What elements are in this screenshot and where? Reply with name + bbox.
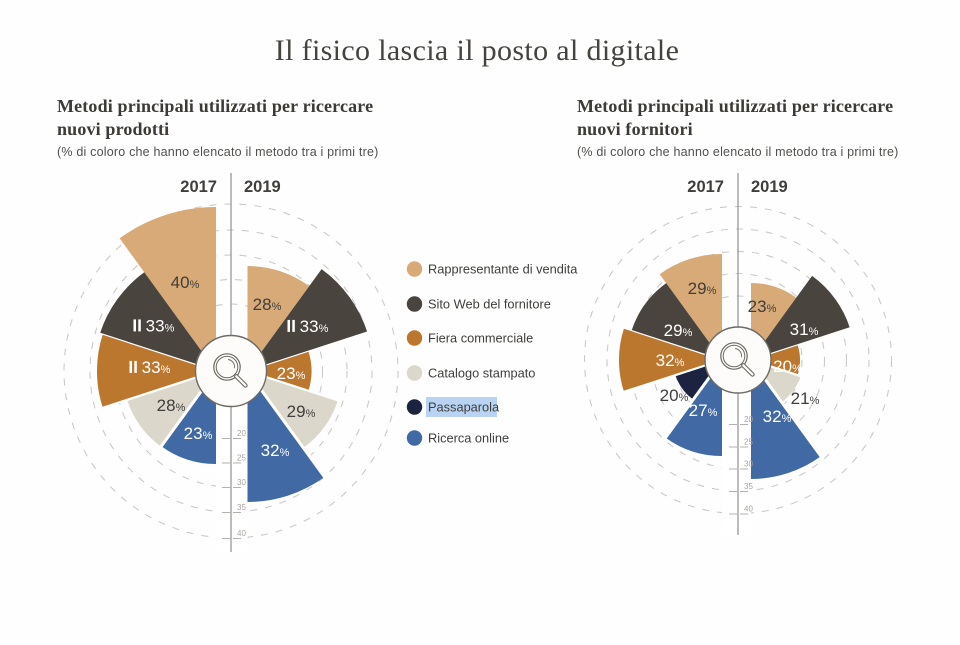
svg-text:20: 20 bbox=[744, 415, 753, 424]
svg-text:2017: 2017 bbox=[687, 178, 724, 196]
svg-text:(% di coloro che hanno elencat: (% di coloro che hanno elencato il metod… bbox=[577, 145, 898, 159]
svg-text:(% di coloro che hanno elencat: (% di coloro che hanno elencato il metod… bbox=[57, 145, 378, 159]
svg-text:40: 40 bbox=[237, 529, 246, 538]
svg-text:35: 35 bbox=[237, 503, 246, 512]
svg-text:25: 25 bbox=[744, 438, 753, 447]
svg-text:Ricerca online: Ricerca online bbox=[428, 431, 509, 446]
svg-text:Rappresentante di vendita: Rappresentante di vendita bbox=[428, 262, 578, 277]
svg-text:Catalogo stampato: Catalogo stampato bbox=[428, 366, 535, 381]
svg-text:Metodi principali utilizzati p: Metodi principali utilizzati per ricerca… bbox=[577, 96, 893, 116]
svg-text:Passaparola: Passaparola bbox=[428, 400, 500, 415]
svg-text:25: 25 bbox=[237, 454, 246, 463]
svg-text:Il fisico lascia il posto al d: Il fisico lascia il posto al digitale bbox=[275, 34, 680, 67]
svg-text:nuovi fornitori: nuovi fornitori bbox=[577, 119, 693, 139]
svg-text:40: 40 bbox=[744, 505, 753, 514]
svg-text:2019: 2019 bbox=[751, 178, 788, 196]
svg-text:nuovi prodotti: nuovi prodotti bbox=[57, 119, 169, 139]
svg-text:30: 30 bbox=[744, 460, 753, 469]
svg-text:2017: 2017 bbox=[180, 178, 217, 196]
svg-text:2019: 2019 bbox=[244, 178, 281, 196]
svg-text:Sito Web del fornitore: Sito Web del fornitore bbox=[428, 297, 551, 312]
svg-text:Fiera commerciale: Fiera commerciale bbox=[428, 331, 533, 346]
svg-text:30: 30 bbox=[237, 478, 246, 487]
svg-text:Metodi principali utilizzati p: Metodi principali utilizzati per ricerca… bbox=[57, 96, 373, 116]
svg-text:20: 20 bbox=[237, 429, 246, 438]
svg-text:35: 35 bbox=[744, 482, 753, 491]
